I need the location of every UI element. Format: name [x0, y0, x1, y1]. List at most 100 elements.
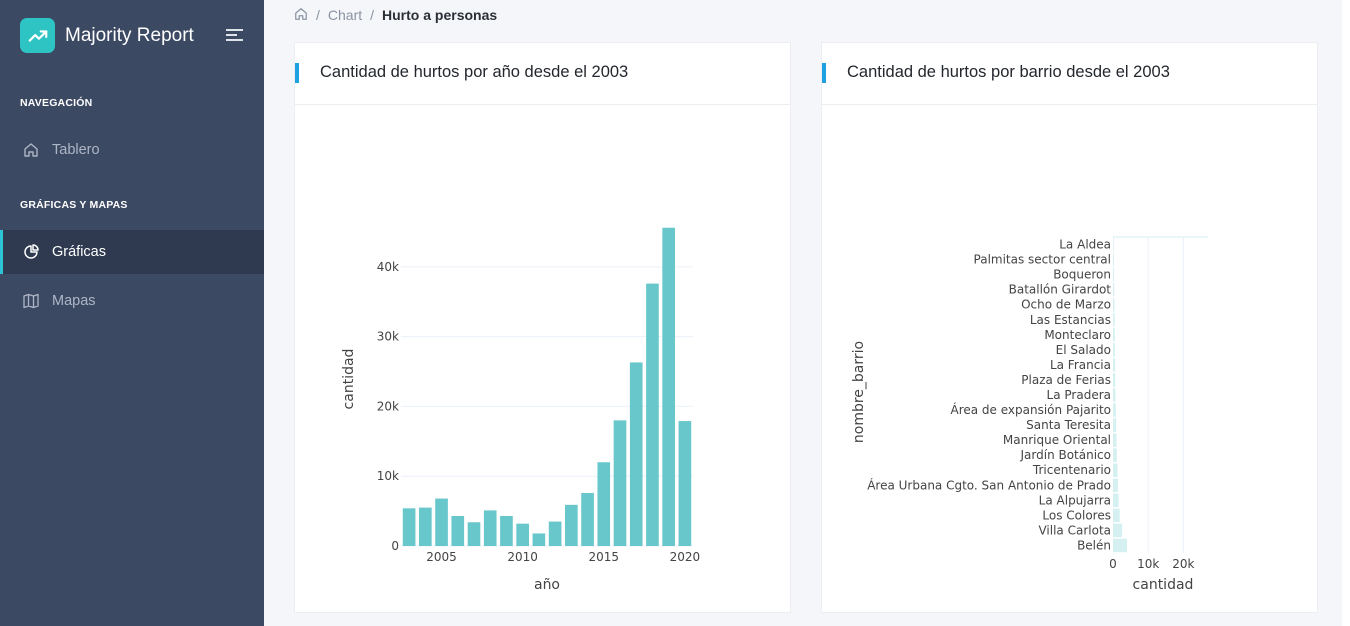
y-tick-label: Tricentenario	[1032, 463, 1111, 477]
bar-2015	[597, 462, 611, 546]
y-tick-label: Jardín Botánico	[1020, 448, 1112, 462]
y-tick-label: La Alpujarra	[1039, 493, 1111, 507]
bar-20	[1113, 237, 1114, 252]
section-title-graficas-y-mapas: GRÁFICAS Y MAPAS	[20, 199, 128, 211]
sidebar-item-label: Gráficas	[52, 244, 106, 260]
bar-2006	[451, 515, 465, 546]
bar-15	[1113, 312, 1115, 327]
y-tick-label: Manrique Oriental	[1003, 433, 1111, 447]
bar-6	[1113, 448, 1117, 462]
y-tick-label: La Francia	[1050, 358, 1111, 372]
chart-year: 0 10k 20k 30k 40k 2005 2010 2015 2020 año cantidad	[341, 227, 701, 593]
bar-8	[1113, 418, 1117, 432]
x-tick-label: 20k	[1172, 557, 1194, 571]
breadcrumb-separator: /	[316, 7, 320, 23]
sidebar-item-label: Mapas	[52, 293, 96, 309]
app-name: Majority Report	[65, 24, 194, 46]
x-tick-label: 10k	[1137, 557, 1159, 571]
bar-2016	[613, 420, 627, 546]
y-tick-label: 30k	[377, 330, 399, 344]
y-tick-label: 40k	[377, 260, 399, 274]
bar-2017	[629, 362, 643, 546]
bar-2019	[662, 227, 675, 546]
bar-16	[1113, 297, 1115, 312]
bar-4	[1113, 478, 1118, 493]
x-tick-label: 2010	[507, 550, 538, 564]
sidebar-item-label: Tablero	[52, 142, 100, 158]
bar-13	[1113, 343, 1115, 357]
menu-toggle-icon[interactable]	[226, 27, 244, 43]
y-tick-label: Villa Carlota	[1038, 523, 1111, 537]
bar-5	[1113, 463, 1118, 478]
bar-17	[1113, 282, 1115, 297]
y-tick-label: Batallón Girardot	[1009, 283, 1112, 297]
bar-2005	[435, 498, 448, 546]
bar-11	[1113, 373, 1116, 387]
sidebar-item-mapas[interactable]: Mapas	[0, 279, 264, 323]
y-tick-label: Belén	[1077, 538, 1111, 552]
card-header-accent	[822, 63, 826, 83]
bar-2012	[548, 521, 562, 546]
bar-2014	[581, 492, 594, 546]
breadcrumb: / Chart / Hurto a personas	[294, 6, 497, 24]
card-title: Cantidad de hurtos por año desde el 2003	[320, 63, 629, 81]
bar-7	[1113, 433, 1117, 447]
y-tick-label: Área de expansión Pajarito	[951, 402, 1112, 417]
y-tick-label: 0	[391, 539, 399, 553]
bar-18	[1113, 267, 1115, 282]
chart-card-barrio: Cantidad de hurtos por barrio desde el 2…	[821, 42, 1318, 613]
x-tick-label: 0	[1109, 557, 1117, 571]
bar-19	[1113, 252, 1114, 267]
bar-2020	[678, 421, 692, 546]
y-axis-title: cantidad	[341, 349, 357, 410]
bar-10	[1113, 388, 1116, 402]
sidebar-item-tablero[interactable]: Tablero	[0, 128, 264, 172]
pie-chart-icon	[22, 243, 40, 261]
bar-9	[1113, 403, 1116, 417]
card-title: Cantidad de hurtos por barrio desde el 2…	[847, 63, 1170, 81]
bar-2004	[419, 507, 432, 546]
trending-up-icon	[20, 18, 55, 53]
bar-2009	[500, 515, 513, 546]
bar-2008	[483, 510, 497, 546]
brand[interactable]: Majority Report	[20, 18, 194, 53]
x-axis-title: año	[534, 577, 560, 593]
bar-12	[1113, 358, 1116, 372]
card-header: Cantidad de hurtos por año desde el 2003	[295, 43, 790, 105]
y-tick-label: Los Colores	[1042, 508, 1111, 522]
breadcrumb-current: Hurto a personas	[382, 7, 498, 23]
y-tick-label: Las Estancias	[1030, 313, 1111, 327]
bar-2007	[467, 522, 481, 546]
card-header-accent	[295, 63, 299, 83]
y-tick-label: Ocho de Marzo	[1021, 298, 1111, 312]
y-axis-title: nombre_barrio	[851, 341, 867, 443]
scrollbar[interactable]	[1342, 0, 1350, 626]
y-tick-label: Plaza de Ferias	[1021, 373, 1111, 387]
bar-2013	[565, 504, 578, 546]
bar-1	[1113, 523, 1123, 538]
sidebar-item-graficas[interactable]: Gráficas	[0, 230, 264, 274]
home-icon[interactable]	[294, 7, 308, 24]
y-tick-label: 20k	[377, 399, 399, 413]
y-tick-label: Área Urbana Cgto. San Antonio de Prado	[867, 477, 1111, 492]
bar-14	[1113, 328, 1115, 342]
breadcrumb-item-chart[interactable]: Chart	[327, 7, 363, 23]
breadcrumb-separator: /	[370, 7, 375, 23]
y-tick-label: Santa Teresita	[1026, 418, 1111, 432]
bar-3	[1113, 493, 1119, 508]
home-icon	[22, 141, 40, 159]
x-tick-label: 2005	[426, 550, 457, 564]
y-tick-label: Boqueron	[1053, 268, 1111, 282]
y-tick-label: La Pradera	[1047, 388, 1111, 402]
bar-2011	[532, 533, 546, 546]
x-tick-label: 2020	[670, 550, 701, 564]
bar-2018	[646, 283, 659, 546]
bar-2003	[402, 508, 416, 546]
bar-2010	[516, 523, 529, 546]
y-tick-label: Monteclaro	[1044, 328, 1111, 342]
map-icon	[22, 292, 40, 310]
bar-2	[1113, 508, 1120, 523]
card-header: Cantidad de hurtos por barrio desde el 2…	[822, 43, 1317, 105]
x-axis-title: cantidad	[1133, 577, 1194, 593]
